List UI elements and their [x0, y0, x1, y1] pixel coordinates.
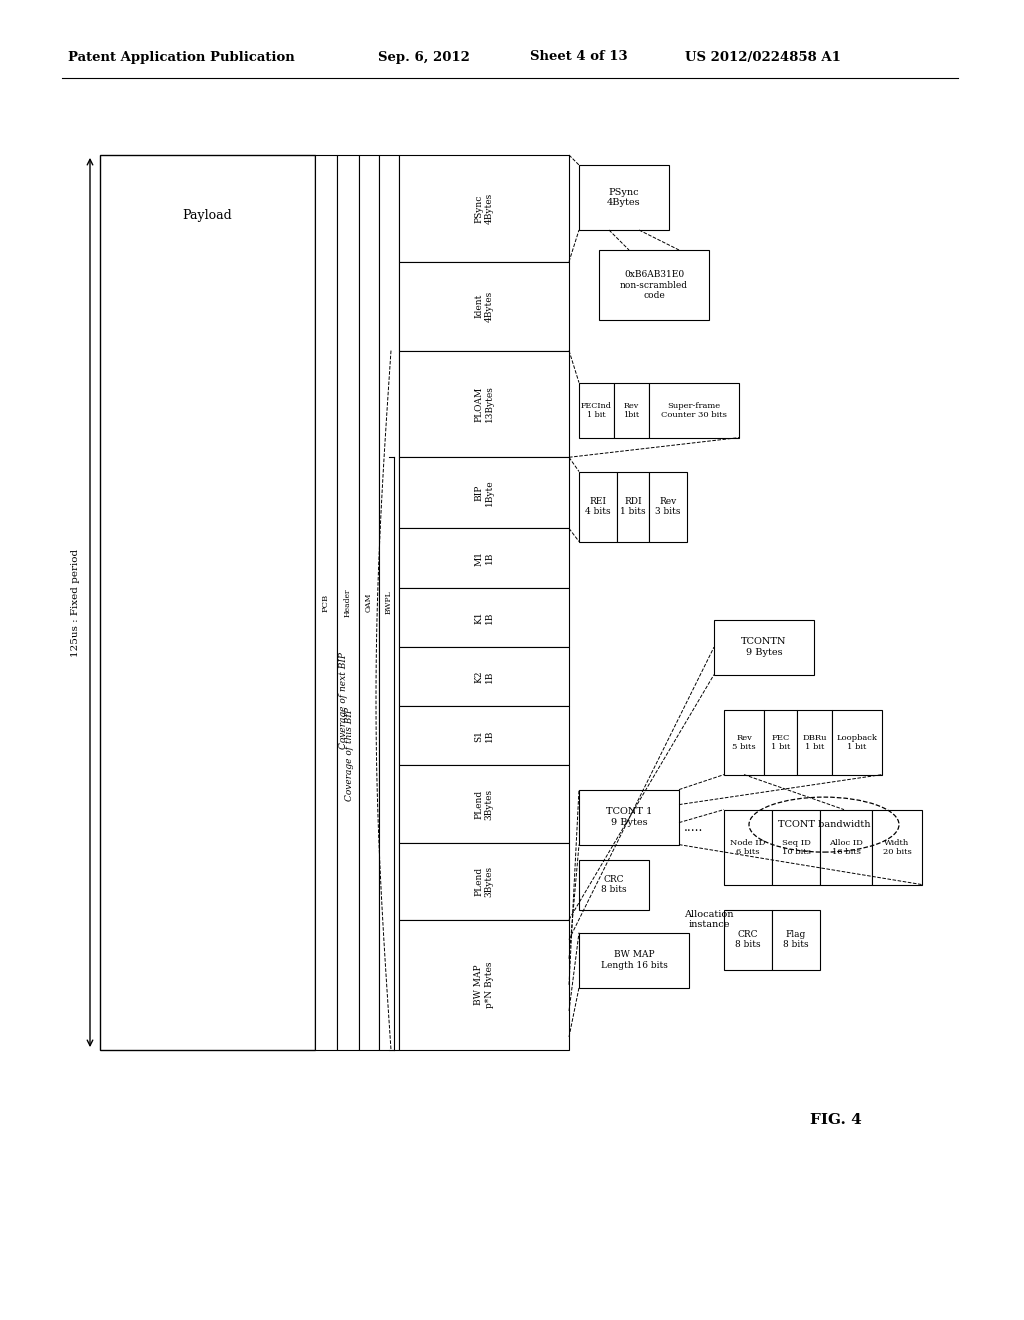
Bar — [714, 619, 814, 675]
Text: Flag
8 bits: Flag 8 bits — [783, 929, 809, 949]
Text: TCONT bandwidth: TCONT bandwidth — [778, 820, 870, 829]
Text: Rev
1bit: Rev 1bit — [624, 401, 640, 418]
Bar — [649, 383, 739, 438]
Bar — [399, 154, 569, 261]
Text: Coverage of this BIP: Coverage of this BIP — [344, 706, 353, 800]
Text: PSync
4Bytes: PSync 4Bytes — [607, 187, 641, 207]
Bar — [764, 710, 797, 775]
Text: TCONTN
9 Bytes: TCONTN 9 Bytes — [741, 638, 786, 657]
Text: Sheet 4 of 13: Sheet 4 of 13 — [530, 50, 628, 63]
Text: Coverage of next BIP: Coverage of next BIP — [340, 652, 348, 748]
Text: PLend
3Bytes: PLend 3Bytes — [474, 788, 494, 820]
Text: US 2012/0224858 A1: US 2012/0224858 A1 — [685, 50, 841, 63]
Text: FEC
1 bit: FEC 1 bit — [771, 734, 791, 751]
Text: S1
1B: S1 1B — [474, 730, 494, 742]
Text: REI
4 bits: REI 4 bits — [585, 496, 610, 516]
Bar — [399, 261, 569, 351]
Text: Sep. 6, 2012: Sep. 6, 2012 — [378, 50, 470, 63]
Text: CRC
8 bits: CRC 8 bits — [735, 929, 761, 949]
Text: Seq ID
10 bits: Seq ID 10 bits — [781, 838, 810, 855]
Bar — [399, 351, 569, 457]
Bar — [797, 710, 831, 775]
Text: Width
20 bits: Width 20 bits — [883, 838, 911, 855]
Bar — [399, 587, 569, 647]
Text: BWPL: BWPL — [385, 590, 393, 614]
Bar — [337, 154, 359, 1049]
Bar — [579, 789, 679, 845]
Text: M1
1B: M1 1B — [474, 550, 494, 565]
Bar — [399, 920, 569, 1049]
Bar — [579, 165, 669, 230]
Bar — [399, 766, 569, 842]
Bar — [399, 706, 569, 766]
Text: Payload: Payload — [182, 209, 232, 222]
Bar — [724, 710, 764, 775]
Bar — [399, 647, 569, 706]
Text: Node ID
6 bits: Node ID 6 bits — [730, 838, 766, 855]
Text: Rev
3 bits: Rev 3 bits — [655, 496, 681, 516]
Text: Ident
4Bytes: Ident 4Bytes — [474, 290, 494, 322]
Bar — [399, 842, 569, 920]
Text: K1
1B: K1 1B — [474, 611, 494, 623]
Text: Loopback
1 bit: Loopback 1 bit — [837, 734, 878, 751]
Bar — [820, 809, 872, 884]
Text: TCONT 1
9 Bytes: TCONT 1 9 Bytes — [606, 808, 652, 826]
Text: CRC
8 bits: CRC 8 bits — [601, 875, 627, 895]
Text: FECInd
1 bit: FECInd 1 bit — [581, 401, 612, 418]
Text: DBRu
1 bit: DBRu 1 bit — [802, 734, 826, 751]
Text: 0xB6AB31E0
non-scrambled
code: 0xB6AB31E0 non-scrambled code — [620, 271, 688, 300]
Bar — [649, 471, 687, 541]
Text: Allocation
instance: Allocation instance — [684, 909, 734, 929]
Text: FIG. 4: FIG. 4 — [810, 1113, 862, 1127]
Text: Patent Application Publication: Patent Application Publication — [68, 50, 295, 63]
Bar — [599, 249, 709, 319]
Bar — [379, 154, 399, 1049]
Bar — [831, 710, 882, 775]
Bar — [772, 809, 820, 884]
Bar — [100, 154, 315, 1049]
Text: BIP
1Byte: BIP 1Byte — [474, 479, 494, 506]
Bar — [772, 909, 820, 970]
Text: BW MAP
Length 16 bits: BW MAP Length 16 bits — [600, 950, 668, 970]
Bar — [579, 383, 614, 438]
Text: PSync
4Bytes: PSync 4Bytes — [474, 193, 494, 224]
Text: K2
1B: K2 1B — [474, 671, 494, 682]
Text: BW MAP
p*N Bytes: BW MAP p*N Bytes — [474, 961, 494, 1008]
Text: 125us : Fixed period: 125us : Fixed period — [71, 548, 80, 656]
Bar — [724, 909, 772, 970]
Text: Alloc ID
16 bits: Alloc ID 16 bits — [829, 838, 863, 855]
Text: PLend
3Bytes: PLend 3Bytes — [474, 866, 494, 896]
Bar — [614, 383, 649, 438]
Bar — [617, 471, 649, 541]
Bar — [399, 457, 569, 528]
Text: Rev
5 bits: Rev 5 bits — [732, 734, 756, 751]
Bar — [579, 933, 689, 987]
Text: Header: Header — [344, 589, 352, 616]
Text: Super-frame
Counter 30 bits: Super-frame Counter 30 bits — [662, 401, 727, 418]
Text: PCB: PCB — [322, 594, 330, 611]
Bar — [315, 154, 337, 1049]
Text: RDI
1 bits: RDI 1 bits — [621, 496, 646, 516]
Bar — [359, 154, 379, 1049]
Text: .....: ..... — [684, 821, 703, 834]
Bar — [579, 859, 649, 909]
Bar — [399, 528, 569, 587]
Bar — [872, 809, 922, 884]
Text: OAM: OAM — [365, 593, 373, 612]
Bar — [579, 471, 617, 541]
Bar — [724, 809, 772, 884]
Text: PLOAM
13Bytes: PLOAM 13Bytes — [474, 385, 494, 422]
